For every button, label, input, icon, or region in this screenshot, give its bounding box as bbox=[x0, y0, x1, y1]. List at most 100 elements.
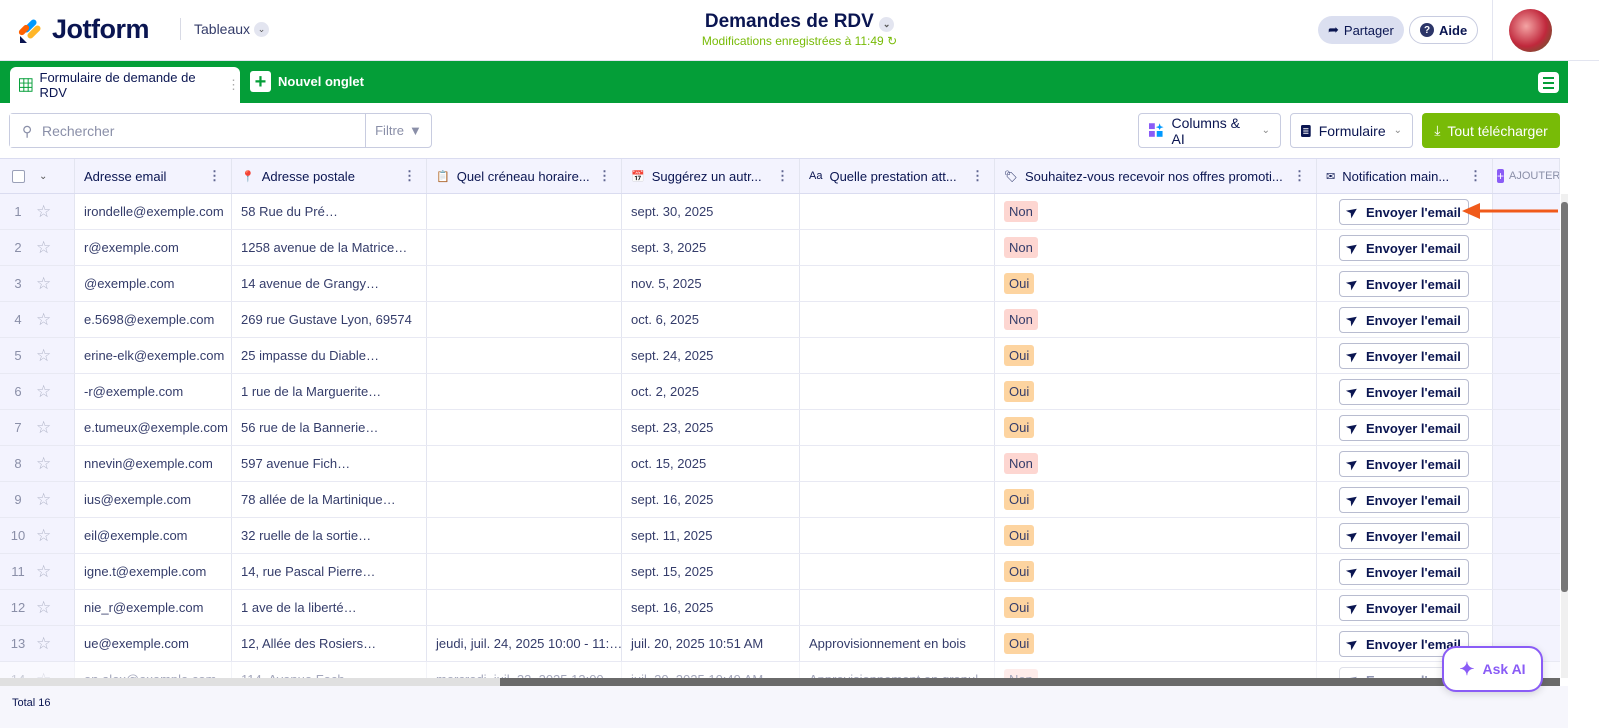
star-icon[interactable]: ☆ bbox=[36, 561, 52, 581]
cell-address[interactable]: 269 rue Gustave Lyon, 69574 bbox=[232, 302, 427, 337]
star-icon[interactable]: ☆ bbox=[36, 453, 52, 473]
cell-address[interactable]: 114, Avenue Foch… bbox=[232, 662, 427, 678]
send-email-button[interactable]: ➤Envoyer l'email bbox=[1339, 343, 1469, 369]
cell-promo[interactable]: Non bbox=[995, 230, 1317, 265]
add-column-button[interactable]: + AJOUTER bbox=[1493, 159, 1560, 193]
cell-address[interactable]: 12, Allée des Rosiers… bbox=[232, 626, 427, 661]
vertical-scrollbar[interactable] bbox=[1561, 194, 1568, 678]
cell-slot[interactable] bbox=[427, 194, 622, 229]
cell-slot[interactable] bbox=[427, 230, 622, 265]
scrollbar-thumb[interactable] bbox=[1561, 202, 1568, 592]
cell-service[interactable] bbox=[800, 194, 995, 229]
cell-address[interactable]: 78 allée de la Martinique… bbox=[232, 482, 427, 517]
cell-date[interactable]: oct. 6, 2025 bbox=[622, 302, 800, 337]
column-header[interactable]: 📅 Suggérez un autr... ⋮ bbox=[622, 159, 800, 193]
star-icon[interactable]: ☆ bbox=[36, 309, 52, 329]
cell-date[interactable]: sept. 16, 2025 bbox=[622, 482, 800, 517]
cell-email[interactable]: irondelle@exemple.com bbox=[75, 194, 232, 229]
chevron-down-icon[interactable]: ⌄ bbox=[39, 170, 48, 182]
help-button[interactable]: ? Aide bbox=[1409, 16, 1479, 44]
more-vertical-icon[interactable]: ⋮ bbox=[776, 168, 789, 183]
cell-address[interactable]: 56 rue de la Bannerie… bbox=[232, 410, 427, 445]
cell-slot[interactable] bbox=[427, 518, 622, 553]
star-icon[interactable]: ☆ bbox=[36, 345, 52, 365]
more-vertical-icon[interactable]: ⋮ bbox=[227, 77, 240, 92]
cell-service[interactable]: Approvisionnement en bois bbox=[800, 626, 995, 661]
column-header[interactable]: 📍 Adresse postale ⋮ bbox=[232, 159, 427, 193]
cell-address[interactable]: 1 rue de la Marguerite… bbox=[232, 374, 427, 409]
more-vertical-icon[interactable]: ⋮ bbox=[971, 168, 984, 183]
tab-formulaire[interactable]: Formulaire de demande de RDV ⋮ bbox=[10, 67, 240, 103]
ask-ai-button[interactable]: ✦ Ask AI bbox=[1442, 646, 1543, 692]
cell-address[interactable]: 32 ruelle de la sortie… bbox=[232, 518, 427, 553]
cell-slot[interactable] bbox=[427, 410, 622, 445]
cell-promo[interactable]: Oui bbox=[995, 374, 1317, 409]
cell-promo[interactable]: Non bbox=[995, 302, 1317, 337]
select-all-checkbox[interactable] bbox=[12, 169, 25, 183]
cell-email[interactable]: ue@exemple.com bbox=[75, 626, 232, 661]
cell-promo[interactable]: Oui bbox=[995, 266, 1317, 301]
more-vertical-icon[interactable]: ⋮ bbox=[1469, 168, 1482, 183]
cell-date[interactable]: oct. 2, 2025 bbox=[622, 374, 800, 409]
columns-ai-button[interactable]: Columns & AI ⌄ bbox=[1138, 113, 1281, 148]
column-header[interactable]: 🏷 Souhaitez-vous recevoir nos offres prom… bbox=[995, 159, 1317, 193]
send-email-button[interactable]: ➤Envoyer l'email bbox=[1339, 271, 1469, 297]
cell-email[interactable]: nnevin@exemple.com bbox=[75, 446, 232, 481]
cell-service[interactable] bbox=[800, 338, 995, 373]
cell-email[interactable]: e.5698@exemple.com bbox=[75, 302, 232, 337]
cell-date[interactable]: sept. 23, 2025 bbox=[622, 410, 800, 445]
download-all-button[interactable]: ⤓ Tout télécharger bbox=[1422, 113, 1560, 148]
cell-service[interactable] bbox=[800, 518, 995, 553]
star-icon[interactable]: ☆ bbox=[36, 670, 51, 679]
more-vertical-icon[interactable]: ⋮ bbox=[1293, 168, 1306, 183]
cell-date[interactable]: sept. 3, 2025 bbox=[622, 230, 800, 265]
more-vertical-icon[interactable]: ⋮ bbox=[598, 168, 611, 183]
send-email-button[interactable]: ➤Envoyer l'email bbox=[1339, 379, 1469, 405]
cell-email[interactable]: nie_r@exemple.com bbox=[75, 590, 232, 625]
cell-address[interactable]: 25 impasse du Diable… bbox=[232, 338, 427, 373]
cell-address[interactable]: 58 Rue du Pré… bbox=[232, 194, 427, 229]
cell-service[interactable] bbox=[800, 302, 995, 337]
cell-service[interactable] bbox=[800, 230, 995, 265]
cell-address[interactable]: 1258 avenue de la Matrice… bbox=[232, 230, 427, 265]
horizontal-scrollbar[interactable] bbox=[0, 678, 1560, 686]
cell-email[interactable]: on.alex@exemple.com bbox=[75, 662, 232, 678]
cell-date[interactable]: sept. 16, 2025 bbox=[622, 590, 800, 625]
cell-date[interactable]: sept. 24, 2025 bbox=[622, 338, 800, 373]
cell-promo[interactable]: Oui bbox=[995, 626, 1317, 661]
cell-service[interactable]: Approvisionnement en granul… bbox=[800, 662, 995, 678]
cell-email[interactable]: -r@exemple.com bbox=[75, 374, 232, 409]
cell-date[interactable]: sept. 30, 2025 bbox=[622, 194, 800, 229]
cell-slot[interactable]: mercredi, juil. 23, 2025 13:00… bbox=[427, 662, 622, 678]
cell-service[interactable] bbox=[800, 446, 995, 481]
send-email-button[interactable]: ➤Envoyer l'email bbox=[1339, 235, 1469, 261]
cell-promo[interactable]: Non bbox=[995, 446, 1317, 481]
cell-slot[interactable] bbox=[427, 338, 622, 373]
star-icon[interactable]: ☆ bbox=[36, 597, 52, 617]
cell-promo[interactable]: Oui bbox=[995, 554, 1317, 589]
send-email-button[interactable]: ➤Envoyer l'email bbox=[1339, 415, 1469, 441]
send-email-button[interactable]: ➤Envoyer l'email bbox=[1339, 559, 1469, 585]
jotform-logo[interactable]: Jotform bbox=[18, 14, 150, 45]
workspace-dropdown[interactable]: Tableaux ⌄ bbox=[194, 21, 270, 37]
cell-date[interactable]: juil. 20, 2025 10:51 AM bbox=[622, 626, 800, 661]
column-header[interactable]: Adresse email ⋮ bbox=[75, 159, 232, 193]
star-icon[interactable]: ☆ bbox=[36, 273, 52, 293]
share-button[interactable]: ➦ Partager bbox=[1318, 16, 1404, 44]
cell-promo[interactable]: Non bbox=[995, 662, 1317, 678]
cell-slot[interactable] bbox=[427, 590, 622, 625]
send-email-button[interactable]: ➤Envoyer l'email bbox=[1339, 595, 1469, 621]
cell-date[interactable]: sept. 11, 2025 bbox=[622, 518, 800, 553]
cell-service[interactable] bbox=[800, 482, 995, 517]
cell-email[interactable]: ius@exemple.com bbox=[75, 482, 232, 517]
cell-address[interactable]: 597 avenue Fich… bbox=[232, 446, 427, 481]
star-icon[interactable]: ☆ bbox=[36, 633, 52, 653]
send-email-button[interactable]: ➤Envoyer l'email bbox=[1339, 451, 1469, 477]
cell-slot[interactable]: jeudi, juil. 24, 2025 10:00 - 11:… bbox=[427, 626, 622, 661]
cell-slot[interactable] bbox=[427, 554, 622, 589]
star-icon[interactable]: ☆ bbox=[36, 381, 52, 401]
column-header[interactable]: 📋 Quel créneau horaire... ⋮ bbox=[427, 159, 622, 193]
cell-address[interactable]: 14, rue Pascal Pierre… bbox=[232, 554, 427, 589]
cell-email[interactable]: r@exemple.com bbox=[75, 230, 232, 265]
more-vertical-icon[interactable]: ⋮ bbox=[403, 168, 416, 183]
